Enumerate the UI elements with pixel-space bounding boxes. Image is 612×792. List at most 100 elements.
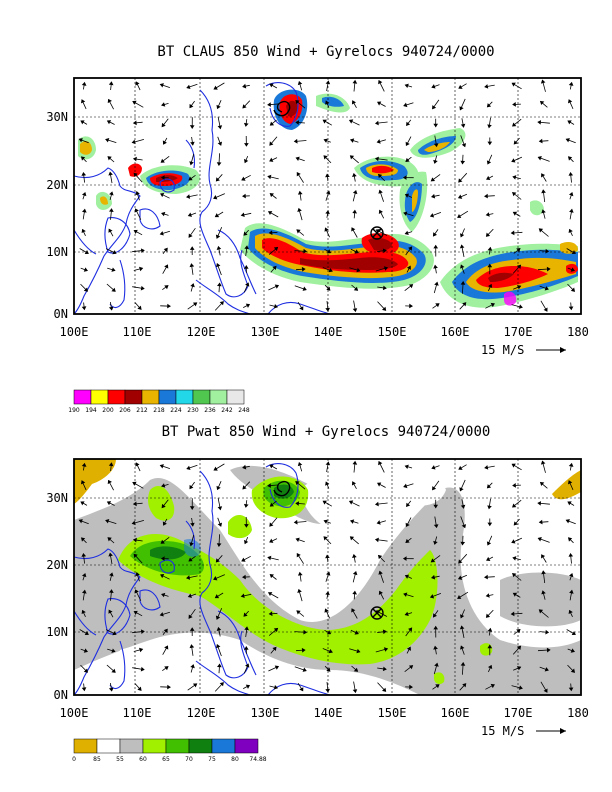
wind-arrowhead xyxy=(567,480,573,485)
wind-arrowhead xyxy=(112,250,117,255)
legend-value-label: 70 xyxy=(185,756,193,763)
wind-arrowhead xyxy=(404,83,409,88)
wind-arrowhead xyxy=(539,481,545,486)
wind-arrowhead xyxy=(80,501,85,506)
wind-arrowhead xyxy=(537,120,542,125)
wind-arrowhead xyxy=(567,99,573,104)
wind-arrowhead xyxy=(485,212,490,217)
wind-arrowhead xyxy=(111,668,116,673)
wind-arrowhead xyxy=(189,506,195,510)
wind-arrowhead xyxy=(431,574,436,580)
wind-arrowhead xyxy=(132,537,137,543)
wind-arrowhead xyxy=(570,648,576,653)
wind-arrowhead xyxy=(216,104,221,110)
legend-swatch xyxy=(165,738,190,754)
wind-arrowhead xyxy=(382,629,387,635)
wind-arrowhead xyxy=(269,574,274,579)
wind-arrowhead xyxy=(269,538,274,543)
wind-arrowhead xyxy=(381,687,387,692)
wind-arrowhead xyxy=(460,661,466,666)
wind-arrowhead xyxy=(269,502,275,507)
wind-arrowhead xyxy=(516,645,522,650)
wind-arrowhead xyxy=(404,574,410,579)
wind-arrowhead xyxy=(273,303,279,309)
wind-arrowhead xyxy=(274,665,280,670)
wind-arrowhead xyxy=(217,141,223,146)
wind-arrowhead xyxy=(382,248,387,254)
wind-arrowhead xyxy=(326,667,331,672)
wind-arrowhead xyxy=(272,265,277,270)
wind-arrowhead xyxy=(217,663,222,668)
gyre-marker-crossed-circle xyxy=(370,226,384,240)
panel1-frame xyxy=(73,77,582,315)
wind-arrowhead xyxy=(537,156,542,161)
wind-arrowhead xyxy=(568,171,574,176)
wind-arrowhead xyxy=(189,627,195,631)
legend-value-label: 75 xyxy=(208,756,216,763)
wind-arrowhead xyxy=(159,612,164,617)
wind-arrowhead xyxy=(378,590,383,596)
wind-arrowhead xyxy=(404,230,409,236)
legend-swatch xyxy=(90,389,109,405)
wind-arrowhead xyxy=(376,139,381,144)
wind-arrowhead xyxy=(241,557,246,562)
wind-arrowhead xyxy=(354,249,359,254)
legend-value-label: 65 xyxy=(162,756,170,763)
wind-arrowhead xyxy=(243,231,248,236)
y-tick-label: 20N xyxy=(46,558,68,572)
y-tick-label: 30N xyxy=(46,491,68,505)
legend-swatch xyxy=(175,389,194,405)
wind-arrowhead xyxy=(485,613,491,618)
gyre-marker-spiral xyxy=(273,100,291,117)
wind-arrowhead xyxy=(487,664,493,670)
wind-arrowhead xyxy=(570,287,576,292)
wind-arrowhead xyxy=(568,687,574,692)
wind-arrowhead xyxy=(109,191,114,196)
wind-arrowhead xyxy=(378,189,383,194)
wind-arrowhead xyxy=(516,666,522,671)
wind-arrowhead xyxy=(430,558,436,563)
y-tick-label: 10N xyxy=(46,245,68,259)
wind-arrowhead xyxy=(159,231,164,236)
panel1-shading xyxy=(78,89,578,308)
wind-arrowhead xyxy=(324,227,329,232)
wind-arrowhead xyxy=(510,611,515,617)
legend-swatch xyxy=(141,389,160,405)
wind-arrowhead xyxy=(303,248,308,254)
wind-arrowhead xyxy=(512,503,517,508)
wind-arrowhead xyxy=(80,537,86,542)
wind-arrowhead xyxy=(537,537,542,542)
wind-arrowhead xyxy=(217,522,223,527)
wind-arrowhead xyxy=(541,590,546,595)
wind-arrowhead xyxy=(134,208,139,213)
wind-arrowhead xyxy=(406,121,411,126)
wind-arrowhead xyxy=(160,574,165,579)
wind-arrowhead xyxy=(133,172,138,178)
wind-arrowhead xyxy=(273,246,279,252)
wind-arrowhead xyxy=(188,233,193,238)
wind-arrowhead xyxy=(167,303,171,309)
wind-arrowhead xyxy=(513,140,518,145)
wind-arrowhead xyxy=(353,667,359,672)
wind-arrowhead xyxy=(83,267,88,272)
legend-swatch xyxy=(73,389,92,405)
wind-arrowhead xyxy=(133,610,138,615)
wind-arrowhead xyxy=(511,82,516,87)
wind-arrowhead xyxy=(164,666,169,671)
wind-arrowhead xyxy=(109,572,114,577)
wind-arrowhead xyxy=(352,460,358,465)
wind-arrowhead xyxy=(244,245,249,250)
x-tick-label: 140E xyxy=(314,706,343,720)
wind-arrowhead xyxy=(540,460,546,465)
wind-arrowhead xyxy=(433,504,439,509)
wind-arrowhead xyxy=(240,212,245,218)
wind-arrowhead xyxy=(406,502,411,507)
wind-arrowhead xyxy=(511,539,516,544)
wind-arrowhead xyxy=(295,537,300,543)
wind-arrowhead xyxy=(565,519,570,524)
wind-arrowhead xyxy=(269,157,274,162)
wind-arrowhead xyxy=(189,161,194,166)
wind-arrowhead xyxy=(163,247,168,252)
wind-arrowhead xyxy=(267,592,273,597)
wind-arrowhead xyxy=(512,122,517,127)
